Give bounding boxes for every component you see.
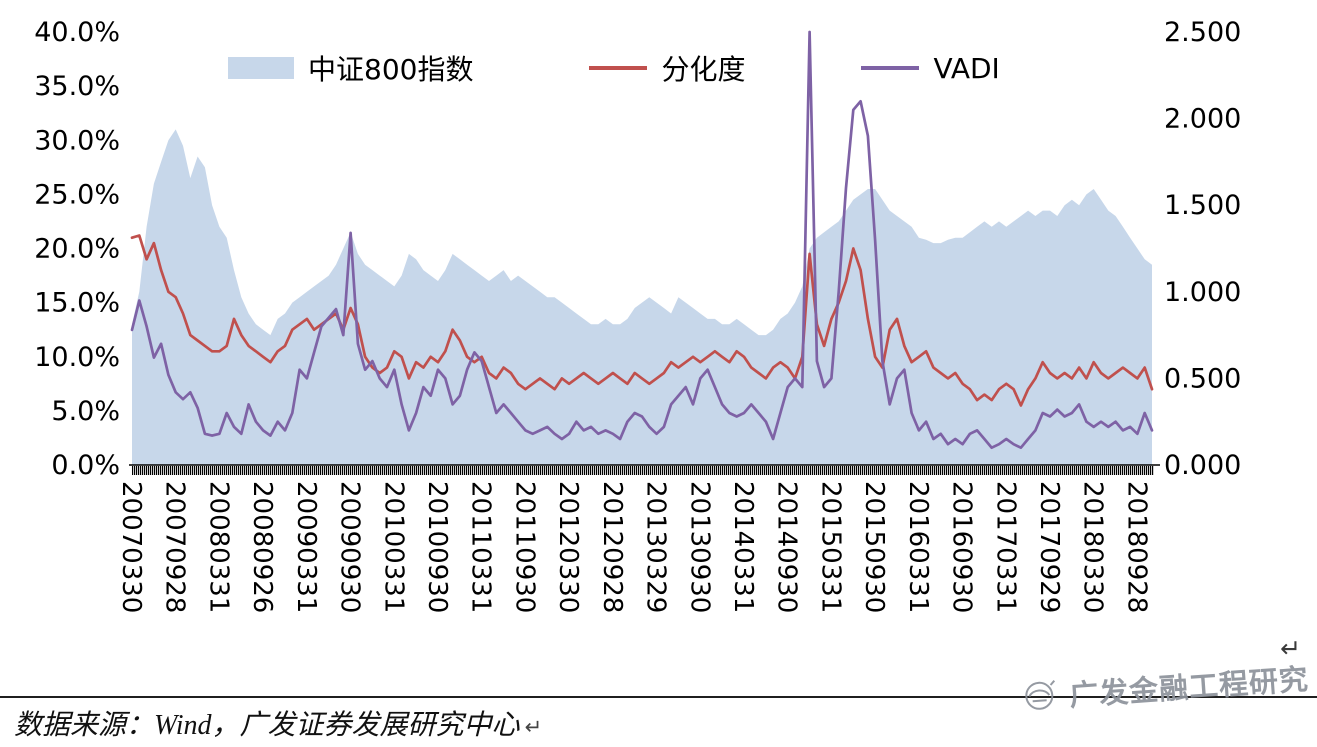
x-tick-label: 20120928 — [597, 481, 627, 613]
legend-item-vadi: VADI — [861, 51, 1000, 85]
x-tick-label: 20160331 — [903, 481, 933, 613]
right-axis-tick-label: 2.500 — [1164, 17, 1241, 48]
left-axis-tick-label: 25.0% — [34, 179, 120, 210]
right-axis-tick-label: 1.000 — [1164, 277, 1241, 308]
legend-item-fenhuadu: 分化度 — [589, 48, 745, 88]
x-tick-label: 20070928 — [160, 481, 190, 613]
x-tick-label: 20080926 — [247, 481, 277, 613]
line-swatch-icon — [861, 66, 920, 70]
x-tick-label: 20070330 — [116, 481, 146, 613]
x-tick-label: 20090930 — [335, 481, 365, 613]
legend-label-csi800: 中证800指数 — [308, 53, 474, 86]
paragraph-mark: ↵ — [1280, 634, 1301, 663]
x-tick-label: 20110930 — [509, 481, 539, 613]
paragraph-mark: ↵ — [524, 715, 543, 739]
watermark-text: 广发金融工程研究 — [1068, 663, 1310, 713]
x-tick-label: 20110331 — [466, 481, 496, 613]
legend-label-vadi: VADI — [933, 51, 1000, 85]
left-axis-tick-label: 35.0% — [34, 71, 120, 102]
x-tick-label: 20150331 — [815, 481, 845, 613]
volatility-combo-chart: 0.0% 5.0% 10.0% 15.0% 20.0% 25.0% 30.0% 35.0% 40… — [34, 17, 1241, 613]
right-axis-tick-label: 2.000 — [1164, 104, 1241, 135]
line-swatch-icon — [589, 66, 648, 70]
x-tick-label: 20090331 — [291, 481, 321, 613]
left-axis-tick-label: 20.0% — [34, 234, 120, 265]
x-tick-label: 20180330 — [1078, 481, 1108, 613]
x-tick-label: 20130930 — [684, 481, 714, 613]
left-axis-tick-label: 40.0% — [34, 17, 120, 48]
left-axis-tick-label: 0.0% — [51, 450, 120, 481]
x-tick-label: 20160930 — [947, 481, 977, 613]
chart-legend: 中证800指数 分化度 VADI — [228, 48, 1000, 88]
right-axis-tick-label: 1.500 — [1164, 190, 1241, 221]
right-axis-tick-label: 0.500 — [1164, 363, 1241, 394]
x-tick-label: 20150930 — [859, 481, 889, 613]
x-tick-label: 20130329 — [641, 481, 671, 613]
series-vadi-line — [130, 30, 1154, 450]
legend-item-csi800: 中证800指数 — [228, 48, 473, 88]
footer-divider — [0, 696, 1317, 698]
data-source-text: 数据来源：Wind，广发证券发展研究中心 — [14, 710, 520, 741]
x-tick-label: 20180928 — [1121, 481, 1151, 613]
x-tick-label: 20120330 — [553, 481, 583, 613]
x-tick-label: 20100331 — [378, 481, 408, 613]
left-axis-tick-label: 30.0% — [34, 125, 120, 156]
x-tick-label: 20170929 — [1034, 481, 1064, 613]
legend-label-fenhuadu: 分化度 — [661, 53, 746, 86]
left-axis-tick-label: 5.0% — [51, 396, 120, 427]
left-axis-tick-label: 15.0% — [34, 288, 120, 319]
series-fenhuadu-line — [130, 234, 1154, 407]
series-csi800-area — [132, 129, 1152, 465]
data-source-note: 数据来源：Wind，广发证券发展研究中心 ↵ — [14, 703, 542, 743]
x-axis — [129, 464, 1160, 475]
left-axis-tick-label: 10.0% — [34, 342, 120, 373]
x-tick-label: 20100930 — [422, 481, 452, 613]
gf-logo-icon — [1025, 680, 1056, 710]
gf-research-watermark: 广发金融工程研究 — [1020, 656, 1310, 718]
x-tick-label: 20140331 — [728, 481, 758, 613]
right-axis-tick-label: 0.000 — [1164, 450, 1241, 481]
axis-tick-labels: 0.0% 5.0% 10.0% 15.0% 20.0% 25.0% 30.0% 35.0% 40… — [34, 17, 1241, 613]
x-tick-label: 20170331 — [990, 481, 1020, 613]
x-tick-label: 20140930 — [772, 481, 802, 613]
area-swatch-icon — [228, 57, 294, 79]
x-tick-label: 20080331 — [203, 481, 233, 613]
